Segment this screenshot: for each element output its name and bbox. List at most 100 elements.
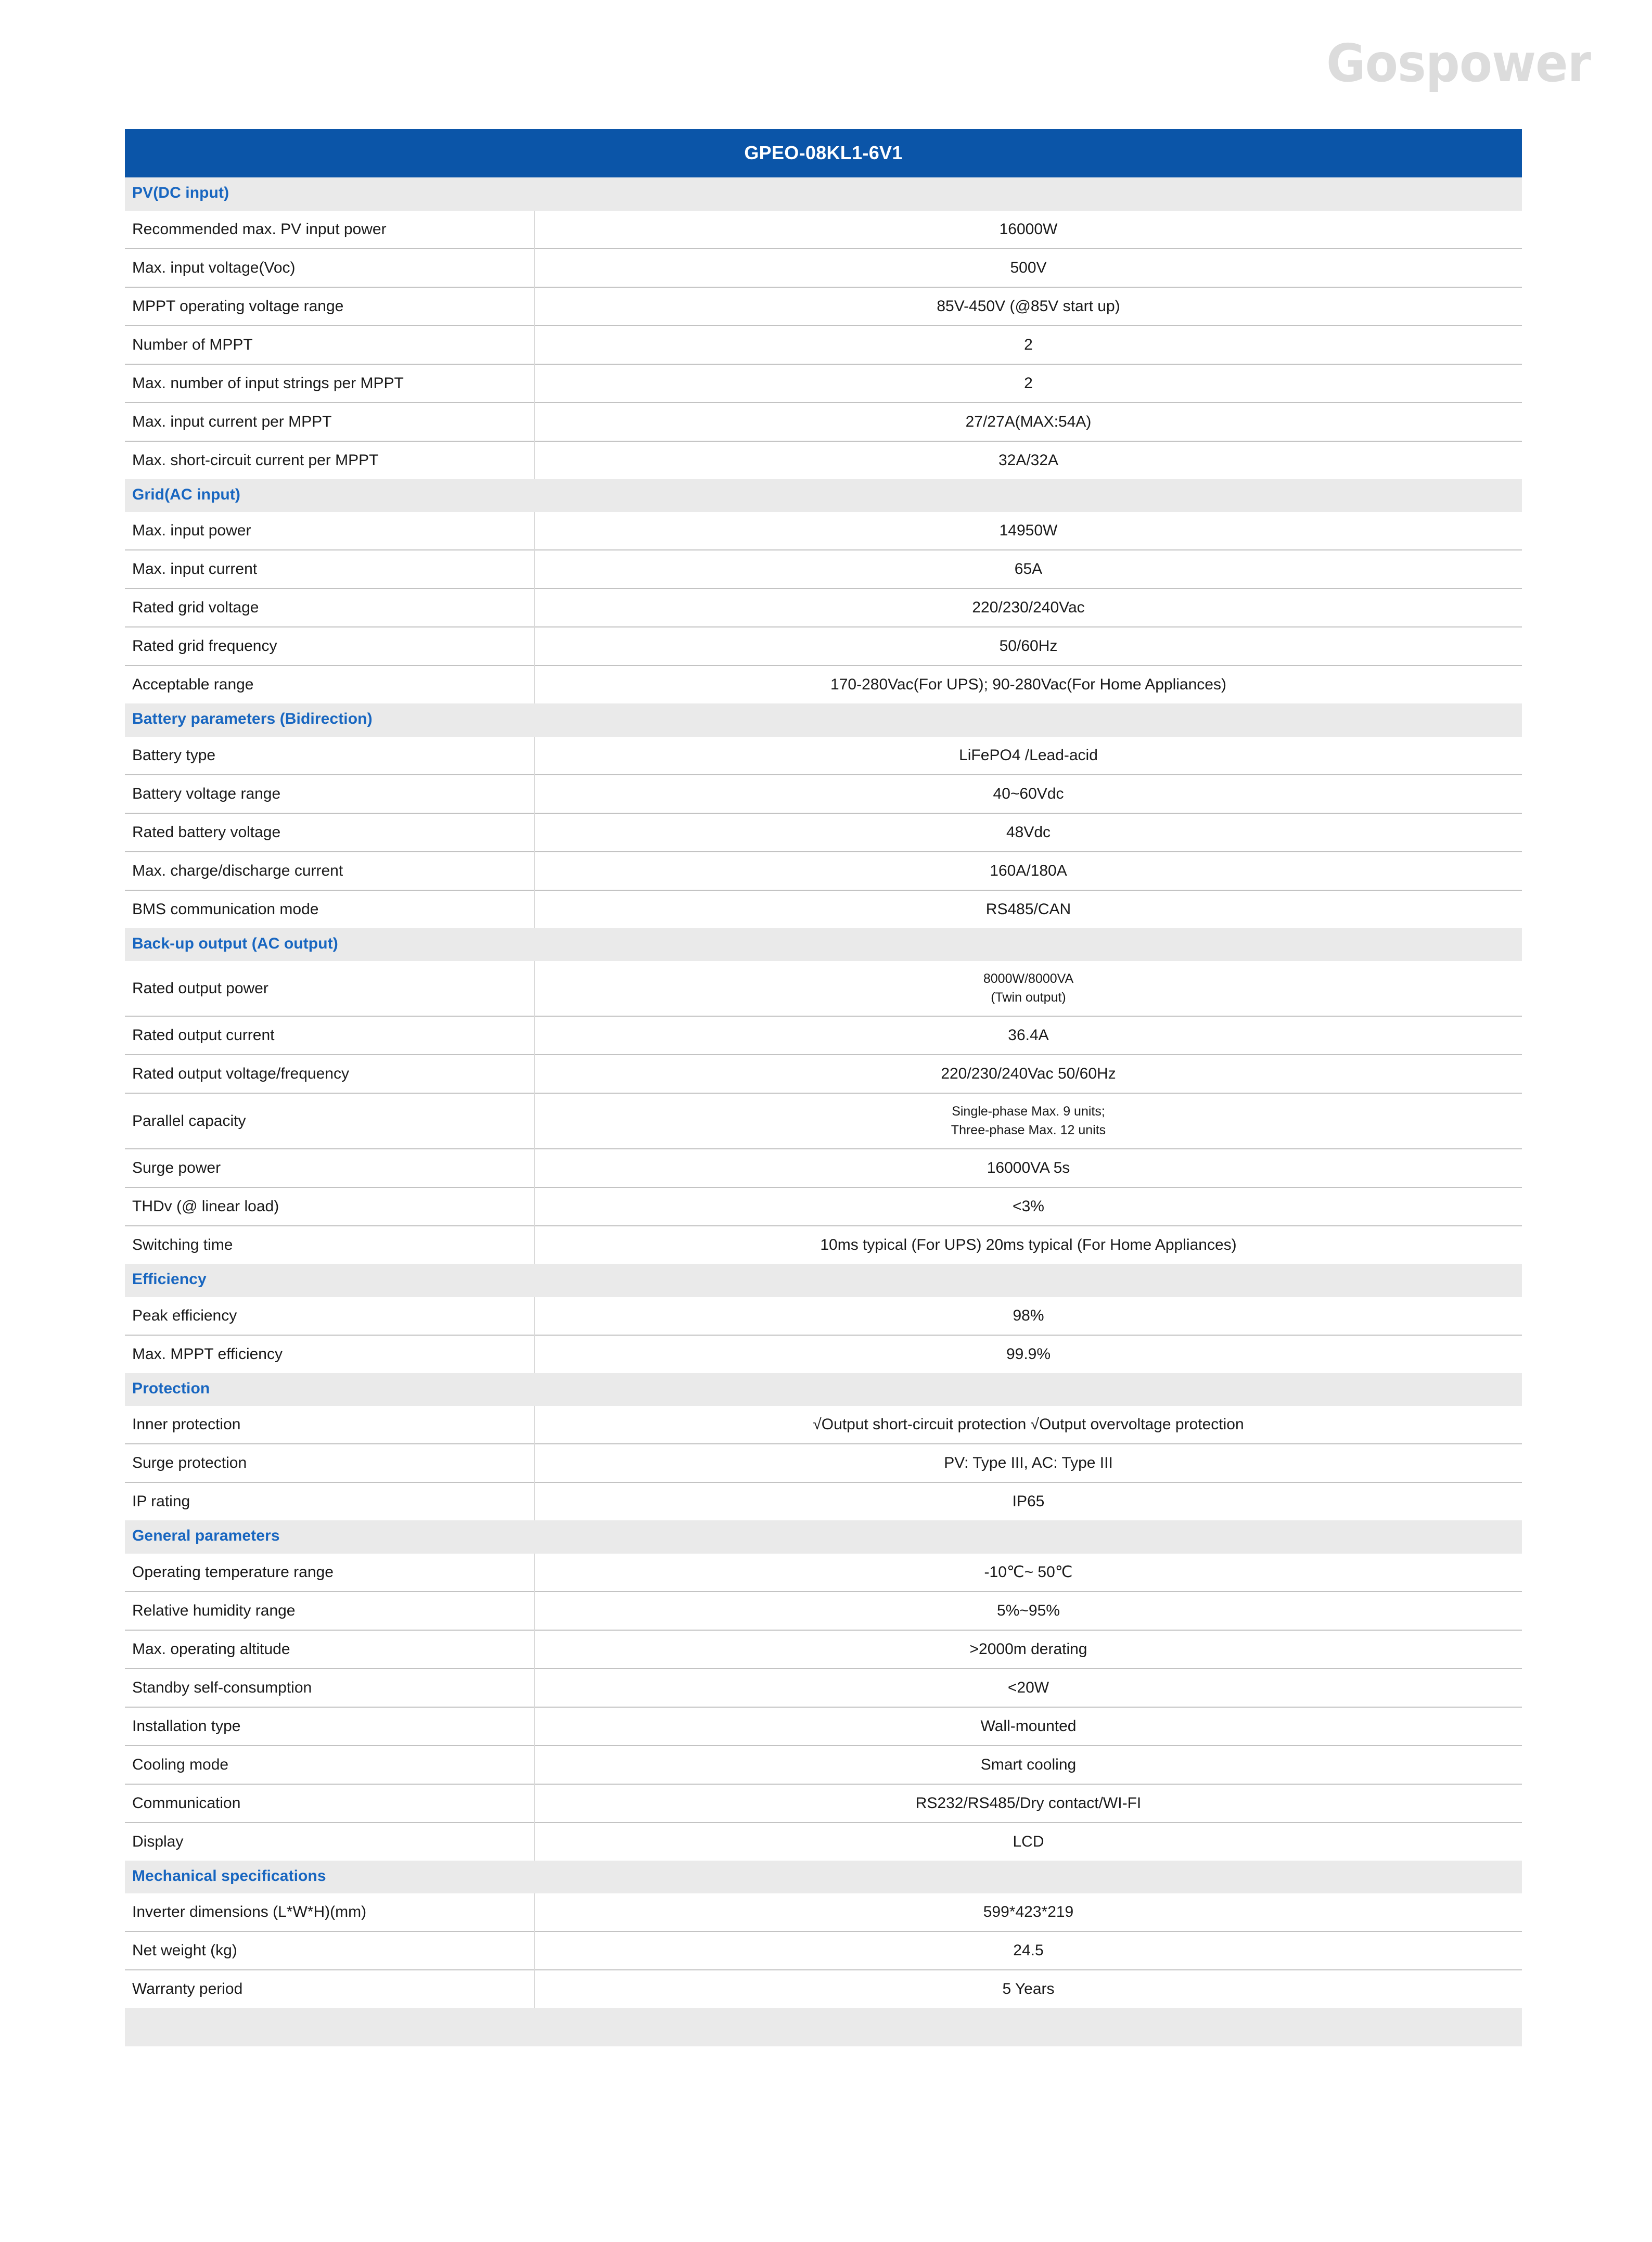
spec-row: Max. input voltage(Voc) 500V (125, 248, 1522, 287)
section-band: General parameters (125, 1520, 1522, 1554)
spec-row: Number of MPPT 2 (125, 325, 1522, 364)
section-title: Battery parameters (Bidirection) (132, 710, 373, 727)
spec-value: RS232/RS485/Dry contact/WI-FI (534, 1783, 1522, 1823)
spec-value: 65A (534, 549, 1522, 588)
spec-row: Warranty period 5 Years (125, 1969, 1522, 2008)
spec-label: IP rating (125, 1482, 535, 1520)
spec-row: Rated output power 8000W/8000VA (Twin outp… (125, 961, 1522, 1016)
spec-row: MPPT operating voltage range 85V-450V (@8… (125, 286, 1522, 326)
spec-label: Rated output current (125, 1016, 535, 1055)
spec-value: 500V (534, 248, 1522, 287)
spec-value-line: Three-phase Max. 12 units (951, 1122, 1106, 1137)
spec-label: Max. input power (125, 512, 535, 550)
spec-value: Single-phase Max. 9 units; Three-phase Ma… (534, 1093, 1522, 1149)
spec-row: Inverter dimensions (L*W*H)(mm) 599*423*2… (125, 1893, 1522, 1931)
spec-row: THDv (@ linear load) <3% (125, 1187, 1522, 1226)
spec-label: Rated grid voltage (125, 588, 535, 627)
spec-row: Max. input current per MPPT 27/27A(MAX:54… (125, 402, 1522, 441)
spec-row: Acceptable range 170-280Vac(For UPS); 90-… (125, 665, 1522, 703)
spec-value: 27/27A(MAX:54A) (534, 402, 1522, 441)
spec-label: Surge power (125, 1148, 535, 1187)
spec-value: 32A/32A (534, 440, 1522, 479)
spec-value: 40~60Vdc (534, 774, 1522, 813)
section-band: Battery parameters (Bidirection) (125, 703, 1522, 737)
section-header-row: Protection (125, 1373, 1522, 1406)
spec-value: √Output short-circuit protection √Output… (534, 1406, 1522, 1444)
spec-label: Parallel capacity (125, 1093, 535, 1149)
spec-row: Relative humidity range 5%~95% (125, 1591, 1522, 1630)
section-title: Grid(AC input) (132, 485, 241, 503)
spec-value: 160A/180A (534, 851, 1522, 890)
spec-label: Inverter dimensions (L*W*H)(mm) (125, 1893, 535, 1931)
section-header-row: General parameters (125, 1520, 1522, 1554)
spec-label: Battery type (125, 736, 535, 775)
spec-row: Parallel capacity Single-phase Max. 9 uni… (125, 1093, 1522, 1149)
spec-label: Rated output voltage/frequency (125, 1054, 535, 1093)
spec-label: Switching time (125, 1225, 535, 1264)
spec-label: Rated output power (125, 961, 535, 1016)
spec-value: LCD (534, 1822, 1522, 1861)
spec-label: Max. input current (125, 549, 535, 588)
spec-label: Rated battery voltage (125, 812, 535, 852)
spec-row: Rated grid frequency 50/60Hz (125, 626, 1522, 665)
spec-row: Max. number of input strings per MPPT 2 (125, 363, 1522, 403)
section-header-row: PV(DC input) (125, 177, 1522, 211)
spec-label: THDv (@ linear load) (125, 1187, 535, 1226)
spec-value: 85V-450V (@85V start up) (534, 286, 1522, 326)
spec-value: 10ms typical (For UPS) 20ms typical (For… (534, 1225, 1522, 1264)
spec-value: LiFePO4 /Lead-acid (534, 736, 1522, 775)
section-title: Back-up output (AC output) (132, 934, 338, 952)
brand-logo: Gospower (1303, 32, 1591, 95)
spec-value: <20W (534, 1668, 1522, 1707)
spec-row: Max. operating altitude >2000m derating (125, 1629, 1522, 1669)
spec-label: BMS communication mode (125, 889, 535, 928)
spec-value: 50/60Hz (534, 626, 1522, 665)
section-title: Mechanical specifications (132, 1867, 326, 1885)
spec-value: 2 (534, 363, 1522, 403)
spec-value: 220/230/240Vac (534, 588, 1522, 627)
spec-row: Battery type LiFePO4 /Lead-acid (125, 736, 1522, 775)
spec-label: Net weight (kg) (125, 1931, 535, 1970)
spec-label: Max. operating altitude (125, 1629, 535, 1669)
model-name: GPEO-08KL1-6V1 (125, 129, 1522, 177)
spec-row: Max. short-circuit current per MPPT 32A/3… (125, 440, 1522, 479)
spec-row: Peak efficiency 98% (125, 1297, 1522, 1335)
spec-row: Cooling mode Smart cooling (125, 1745, 1522, 1784)
spec-row: Switching time 10ms typical (For UPS) 20m… (125, 1225, 1522, 1264)
spec-value: 170-280Vac(For UPS); 90-280Vac(For Home … (534, 665, 1522, 703)
section-band: Back-up output (AC output) (125, 928, 1522, 961)
spec-row: Rated output voltage/frequency 220/230/24… (125, 1054, 1522, 1093)
spec-row: Inner protection √Output short-circuit pr… (125, 1406, 1522, 1444)
spec-label: Operating temperature range (125, 1553, 535, 1592)
spec-value: Wall-mounted (534, 1706, 1522, 1746)
spec-row: Rated output current 36.4A (125, 1016, 1522, 1055)
spec-row: BMS communication mode RS485/CAN (125, 889, 1522, 928)
spec-value: >2000m derating (534, 1629, 1522, 1669)
footer-band (125, 2008, 1522, 2046)
spec-label: Recommended max. PV input power (125, 210, 535, 249)
spec-value: 48Vdc (534, 812, 1522, 852)
section-header-row: Back-up output (AC output) (125, 928, 1522, 961)
spec-value: 2 (534, 325, 1522, 364)
spec-label: Warranty period (125, 1969, 535, 2008)
brand-logo-text: Gospower (1326, 33, 1591, 94)
spec-label: Rated grid frequency (125, 626, 535, 665)
section-title: General parameters (132, 1527, 280, 1544)
section-header-row: Mechanical specifications (125, 1860, 1522, 1893)
spec-value: 5%~95% (534, 1591, 1522, 1630)
section-band: Protection (125, 1373, 1522, 1406)
spec-label: Max. input current per MPPT (125, 402, 535, 441)
spec-value: RS485/CAN (534, 889, 1522, 928)
section-band: Mechanical specifications (125, 1860, 1522, 1893)
spec-label: Communication (125, 1783, 535, 1823)
spec-value: Smart cooling (534, 1745, 1522, 1784)
spec-row: Surge protection PV: Type III, AC: Type I… (125, 1443, 1522, 1482)
spec-value: 36.4A (534, 1016, 1522, 1055)
section-header-row: Efficiency (125, 1264, 1522, 1297)
spec-row: Rated battery voltage 48Vdc (125, 812, 1522, 852)
spec-value: 14950W (534, 512, 1522, 550)
spec-value: 220/230/240Vac 50/60Hz (534, 1054, 1522, 1093)
section-title: Efficiency (132, 1271, 207, 1288)
spec-label: Max. input voltage(Voc) (125, 248, 535, 287)
